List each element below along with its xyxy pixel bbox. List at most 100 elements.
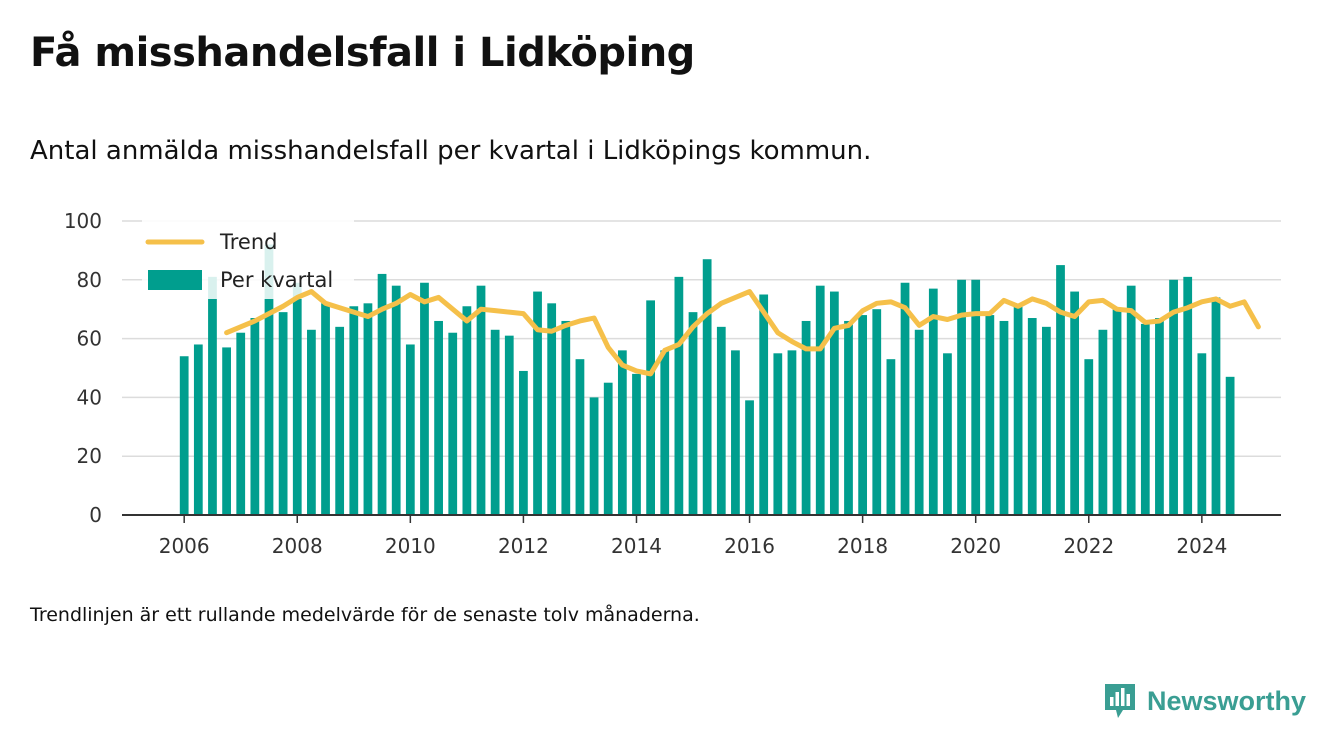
bar-series xyxy=(179,244,1235,515)
bar xyxy=(448,332,458,515)
legend-trend-label: Trend xyxy=(219,230,277,254)
y-tick-label: 60 xyxy=(77,327,102,351)
bar xyxy=(533,291,542,515)
bar xyxy=(405,344,415,515)
bar xyxy=(1126,285,1136,515)
bar xyxy=(829,291,839,515)
axes: 0 20 40 60 80 100 2006 2008 2010 2012 2014 2016 2018… xyxy=(64,209,1281,558)
bar xyxy=(504,335,514,515)
bar xyxy=(1112,309,1122,515)
bar xyxy=(222,347,231,515)
bar xyxy=(914,329,924,515)
chart: Trend Per kvartal 0 20 40 60 80 100 2006 2008 20… xyxy=(64,209,1281,558)
chart-footnote: Trendlinjen är ett rullande medelvärde f… xyxy=(30,604,700,626)
chart-title: Få misshandelsfall i Lidköping xyxy=(30,30,695,76)
bar xyxy=(759,294,769,515)
bar xyxy=(1084,359,1094,515)
x-tick-label: 2010 xyxy=(385,534,436,558)
bar xyxy=(985,315,995,515)
bar xyxy=(617,350,627,515)
brand[interactable]: Newsworthy xyxy=(1103,682,1306,720)
bar xyxy=(476,285,486,515)
x-tick-label: 2018 xyxy=(837,534,888,558)
brand-name: Newsworthy xyxy=(1146,685,1306,716)
bar xyxy=(434,320,443,515)
bar xyxy=(731,350,740,515)
bar xyxy=(363,303,373,515)
bar xyxy=(603,382,613,515)
bar xyxy=(292,282,302,515)
bar xyxy=(928,288,938,515)
y-tick-label: 20 xyxy=(77,444,102,468)
bar xyxy=(307,329,316,515)
bar xyxy=(1225,376,1235,515)
legend-bars-swatch xyxy=(148,270,202,290)
bar xyxy=(519,370,528,515)
bar xyxy=(420,282,429,515)
bar xyxy=(1155,318,1164,515)
bar xyxy=(236,332,246,515)
bar xyxy=(886,359,896,515)
bar xyxy=(349,306,359,515)
bar xyxy=(943,353,952,515)
x-tick-label: 2006 xyxy=(159,534,210,558)
bar xyxy=(844,320,853,515)
bar xyxy=(462,306,472,515)
bar xyxy=(1211,297,1221,515)
bar xyxy=(561,320,571,515)
bar xyxy=(193,344,203,515)
x-tick-label: 2008 xyxy=(272,534,323,558)
bar xyxy=(900,282,910,515)
x-tick-label: 2012 xyxy=(498,534,549,558)
bar xyxy=(490,329,500,515)
bar xyxy=(1140,323,1150,515)
bar xyxy=(1013,306,1023,515)
bar xyxy=(957,279,966,515)
y-tick-label: 40 xyxy=(77,385,102,409)
legend-bars-label: Per kvartal xyxy=(220,268,333,292)
x-tick-label: 2014 xyxy=(611,534,662,558)
bar xyxy=(208,276,217,515)
bar xyxy=(745,400,754,515)
bar xyxy=(1169,279,1178,515)
bar xyxy=(1098,329,1108,515)
bar xyxy=(1070,291,1080,515)
y-tick-label: 100 xyxy=(64,209,102,233)
bar xyxy=(674,276,684,515)
bar xyxy=(999,320,1009,515)
x-tick-label: 2016 xyxy=(724,534,775,558)
bar xyxy=(716,326,726,515)
bar xyxy=(321,303,330,515)
legend: Trend Per kvartal xyxy=(142,219,354,299)
y-tick-label: 80 xyxy=(77,268,102,292)
bar xyxy=(278,312,288,515)
bar xyxy=(773,353,783,515)
bar xyxy=(589,397,599,515)
bar xyxy=(688,312,698,515)
x-tick-label: 2024 xyxy=(1176,534,1227,558)
trend-series xyxy=(224,289,1261,377)
bar xyxy=(377,273,387,515)
bar xyxy=(1056,265,1065,515)
bar xyxy=(787,350,797,515)
bar xyxy=(1027,318,1037,515)
bar xyxy=(250,318,260,515)
bar xyxy=(971,279,981,515)
bar xyxy=(660,350,670,515)
bar xyxy=(391,285,401,515)
x-tick-label: 2022 xyxy=(1063,534,1114,558)
bar xyxy=(702,259,712,515)
trend-line xyxy=(224,289,1261,377)
bar xyxy=(872,309,882,515)
y-tick-label: 0 xyxy=(89,503,102,527)
bar xyxy=(547,303,557,515)
bar xyxy=(1197,353,1207,515)
x-tick-label: 2020 xyxy=(950,534,1001,558)
bar xyxy=(632,373,641,515)
bar xyxy=(858,315,868,515)
bar xyxy=(815,285,825,515)
bar xyxy=(801,320,811,515)
chart-subtitle: Antal anmälda misshandelsfall per kvarta… xyxy=(30,136,872,166)
bar xyxy=(1041,326,1051,515)
bar xyxy=(264,244,274,515)
